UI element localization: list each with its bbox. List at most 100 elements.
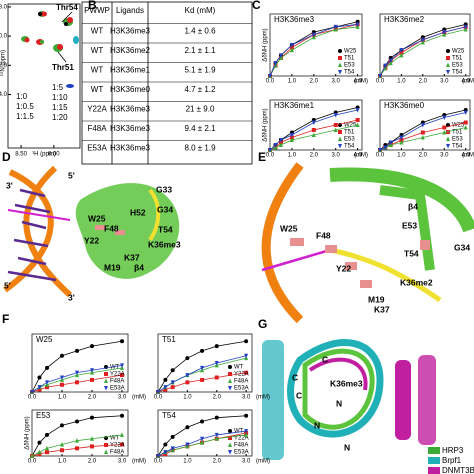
structure-label: T54 <box>404 248 419 258</box>
table-frame <box>81 1 253 165</box>
legend-label: E53A <box>234 450 249 456</box>
data-point <box>355 122 360 127</box>
data-point <box>90 436 94 441</box>
data-point <box>399 48 404 53</box>
legend-marker <box>338 56 342 60</box>
data-point <box>45 450 49 455</box>
data-point <box>60 423 64 428</box>
data-point <box>163 442 168 447</box>
table-cell: H3K36me2 <box>110 46 151 55</box>
data-point <box>244 353 249 359</box>
structure-label: G33 <box>156 184 172 194</box>
structure-label: W25 <box>88 213 106 223</box>
data-point <box>383 63 388 69</box>
panel-letter: B <box>88 0 97 12</box>
legend-marker <box>104 378 108 383</box>
structure-label: C <box>296 390 302 400</box>
legend-label: W25 <box>452 123 465 129</box>
legend-marker <box>104 449 108 454</box>
table-cell: 1.4 ± 0.6 <box>184 27 216 36</box>
table-cell: H3K36me1 <box>110 66 151 75</box>
annotation: Thr51 <box>52 63 74 72</box>
structure-label: F48 <box>316 230 331 240</box>
legend-marker <box>104 386 108 391</box>
x-tick-label: 2.0 <box>419 79 428 85</box>
legend-marker <box>338 70 342 75</box>
x-unit: (mM) <box>462 153 474 159</box>
data-point <box>30 390 34 395</box>
data-point <box>45 445 49 451</box>
legend-label: F48A <box>110 379 124 385</box>
x-tick-label: 8.00 <box>48 152 60 158</box>
table-cell: H3K36me3 <box>110 144 151 153</box>
x-unit: (mM) <box>354 153 368 159</box>
plot-frame <box>269 99 363 151</box>
structure-label: W25 <box>280 223 298 233</box>
chart-title: H3K36me0 <box>384 101 425 110</box>
data-point <box>442 115 447 120</box>
panel-letter: G <box>258 317 267 331</box>
x-tick-label: 0.0 <box>154 459 163 465</box>
data-point <box>383 145 388 150</box>
x-tick-label: 2.0 <box>213 459 222 465</box>
legend-marker <box>228 372 232 376</box>
table-cell: F48A <box>87 124 107 133</box>
structure-label: β4 <box>408 201 418 211</box>
data-point <box>120 373 124 378</box>
data-point <box>200 348 205 353</box>
structure-label: Y22 <box>336 263 351 273</box>
x-axis-label: ¹H (ppm) <box>32 152 56 158</box>
data-point <box>244 339 249 344</box>
data-point <box>90 368 94 373</box>
x-tick-label: 3.0 <box>332 79 341 85</box>
data-point <box>311 32 316 38</box>
data-point <box>90 415 94 420</box>
data-point <box>45 432 49 437</box>
table-cell: H3K36me3 <box>110 105 151 114</box>
x-tick-label: 0.0 <box>28 459 37 465</box>
structure-d <box>3 165 180 298</box>
x-unit: (mM) <box>256 395 270 401</box>
x-tick-label: 3.0 <box>440 153 449 159</box>
table-cell: WT <box>91 46 104 55</box>
data-point <box>170 446 175 451</box>
panel-letter: C <box>252 0 261 12</box>
data-point <box>120 442 124 447</box>
x-tick-label: 1.0 <box>397 79 406 85</box>
legend-marker <box>228 378 232 383</box>
table-cell: 9.4 ± 2.1 <box>184 124 216 133</box>
data-point <box>90 377 94 382</box>
legend-swatch <box>428 457 440 464</box>
legend-marker <box>228 442 232 447</box>
legend-marker <box>338 136 342 141</box>
x-tick-label: 2.0 <box>213 395 222 401</box>
x-tick-label: 2.0 <box>310 79 319 85</box>
data-point <box>45 385 49 390</box>
data-point <box>60 353 64 358</box>
data-point <box>75 380 79 385</box>
y-axis-label: ΔδNH (ppm) <box>25 416 31 449</box>
data-point <box>156 390 160 395</box>
y-tick-label: 110.0 <box>0 34 8 40</box>
x-tick-label: 1.0 <box>183 459 192 465</box>
legend-label: Y22A <box>110 443 125 449</box>
y-tick-label: 108.0 <box>0 4 8 10</box>
legend-marker <box>228 386 232 391</box>
structure-label: C <box>322 354 328 364</box>
y-tick-label: 114.0 <box>0 92 8 98</box>
legend-marker <box>338 144 342 149</box>
data-point <box>420 135 425 140</box>
data-point <box>214 432 219 438</box>
x-tick-label: 1.0 <box>397 153 406 159</box>
x-tick-label: 0.0 <box>266 79 275 85</box>
data-point <box>120 339 124 344</box>
structure-label: K36me3 <box>148 239 181 249</box>
chart-title: H3K36me3 <box>274 15 315 24</box>
x-tick-label: 1.0 <box>58 459 67 465</box>
structure-label: β4 <box>134 262 144 272</box>
x-tick-label: 0.0 <box>28 395 37 401</box>
structure-label: N <box>344 442 350 452</box>
legend-label: T54 <box>452 144 463 150</box>
data-point <box>355 108 360 113</box>
legend-label: T54 <box>344 70 355 76</box>
